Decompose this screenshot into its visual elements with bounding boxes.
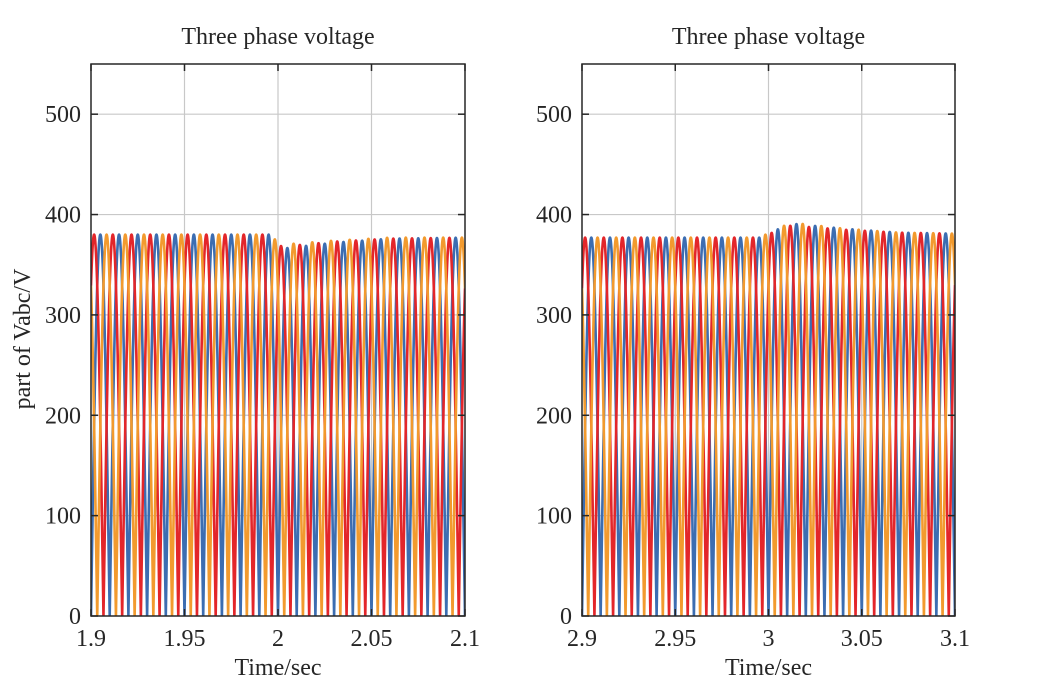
- left-series-line-3: [91, 233, 465, 616]
- left-chart-panel: 1.9 1.95 2 2.05 2.1 0 100 200 300 400 500 Three ph…: [45, 24, 480, 681]
- right-y-tick-label: 400: [536, 203, 572, 229]
- right-y-tick-label: 300: [536, 303, 572, 329]
- right-series-group: [582, 222, 955, 616]
- left-y-tick-label: 200: [45, 403, 81, 429]
- left-x-tick-label: 2.05: [351, 626, 393, 652]
- right-y-tick-label: 200: [536, 403, 572, 429]
- right-x-axis-label: Time/sec: [725, 655, 812, 681]
- right-ticks: 2.9 2.95 3 3.05 3.1 0 100 200 300 400 500: [536, 64, 970, 652]
- right-x-tick-label: 2.95: [654, 626, 696, 652]
- right-x-tick-label: 3.1: [940, 626, 970, 652]
- left-y-tick-label: 400: [45, 203, 81, 229]
- right-x-tick-label: 2.9: [567, 626, 597, 652]
- right-y-tick-label: 100: [536, 504, 572, 530]
- left-y-tick-label: 500: [45, 102, 81, 128]
- left-series-group: [91, 233, 465, 616]
- left-y-tick-label: 100: [45, 504, 81, 530]
- left-x-tick-label: 2: [272, 626, 284, 652]
- right-x-tick-label: 3.05: [841, 626, 883, 652]
- left-ticks: 1.9 1.95 2 2.05 2.1 0 100 200 300 400 500: [45, 64, 480, 652]
- left-y-tick-label: 300: [45, 303, 81, 329]
- left-x-axis-label: Time/sec: [234, 655, 321, 681]
- left-x-tick-label: 1.9: [76, 626, 106, 652]
- left-x-tick-label: 1.95: [164, 626, 206, 652]
- left-chart-title: Three phase voltage: [181, 24, 374, 50]
- right-chart-title: Three phase voltage: [672, 24, 865, 50]
- y-axis-label: part of Vabc/V: [10, 268, 36, 410]
- right-x-tick-label: 3: [763, 626, 775, 652]
- left-x-tick-label: 2.1: [450, 626, 480, 652]
- right-chart-panel: 2.9 2.95 3 3.05 3.1 0 100 200 300 400 500 Three ph…: [536, 24, 970, 681]
- left-y-tick-label: 0: [69, 604, 81, 630]
- right-y-tick-label: 0: [560, 604, 572, 630]
- right-y-tick-label: 500: [536, 102, 572, 128]
- right-series-line-3: [582, 222, 955, 616]
